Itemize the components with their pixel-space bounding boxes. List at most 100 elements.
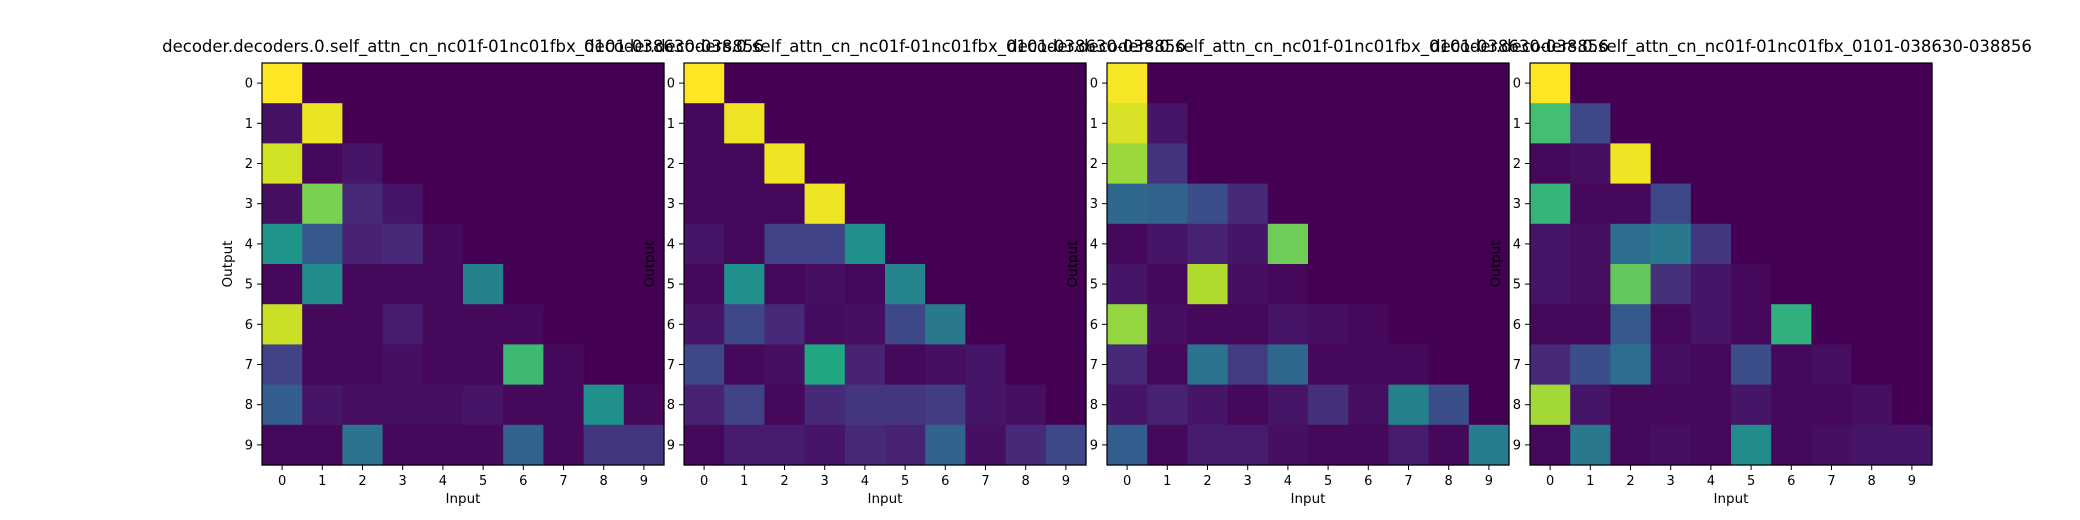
heatmap-cell [965,264,1007,305]
heatmap-cell [623,384,665,426]
heatmap-cell [463,304,504,345]
heatmap-cell [422,63,464,104]
heatmap-cell [1468,344,1510,386]
y-tick-label: 6 [1090,318,1098,333]
heatmap-cell [764,63,806,104]
y-ticks: 0 1 2 3 4 5 6 7 8 9 [1513,77,1530,453]
heatmap-cell [1388,304,1430,345]
y-tick-label: 1 [245,117,253,132]
heatmap-cell [1187,304,1229,345]
heatmap-cell [1771,384,1812,426]
plot-frame [1529,62,1933,466]
heatmap-cell [1428,264,1470,305]
heatmap-cell [1045,183,1087,225]
heatmap-cell [382,143,424,185]
heatmap-cell [1045,424,1087,466]
y-tick-label: 5 [1513,278,1521,293]
heatmap-cell [1468,103,1510,144]
heatmap-cell [1690,63,1732,104]
heatmap-cell [1348,264,1389,305]
x-tick-label: 7 [1827,474,1835,489]
heatmap-cell [1771,264,1812,305]
heatmap-cell [623,143,665,185]
x-tick-label: 0 [1546,474,1554,489]
y-tick-label: 3 [245,197,253,212]
x-axis-label: Input [868,491,903,507]
heatmap-cell [503,223,544,265]
heatmap-cell [1428,344,1470,386]
heatmap-cell [1348,384,1389,426]
heatmap-cell [1570,424,1611,466]
heatmap-cell [764,223,806,265]
heatmap-cell [342,223,384,265]
heatmap-cell [885,304,926,345]
heatmap-cell [1610,223,1652,265]
heatmap-cell [302,223,343,265]
heatmap-cell [764,183,806,225]
x-tick-label: 0 [1123,474,1131,489]
heatmap-cell [1731,344,1772,386]
heatmap-cell [1147,264,1188,305]
heatmap-cell [583,183,625,225]
heatmap-cell [1187,143,1229,185]
heatmap-cell [1650,63,1692,104]
heatmap-cell [1267,63,1309,104]
heatmap-cell [623,264,665,305]
heatmap-cell [463,223,504,265]
heatmap-cell [684,63,725,104]
heatmap-cell [1610,63,1652,104]
y-tick-label: 3 [1513,197,1521,212]
heatmap-cell [1005,384,1047,426]
heatmap-cell [1147,143,1188,185]
heatmap-cell [503,183,544,225]
heatmap-cell [965,223,1007,265]
heatmap-cell [764,103,806,144]
heatmap-cell [1851,103,1893,144]
heatmap-cell [1348,183,1389,225]
heatmap-cell [382,344,424,386]
heatmap-cell [1187,223,1229,265]
heatmap-cell [1267,344,1309,386]
y-tick-label: 7 [1513,358,1521,373]
heatmap-cell [1147,424,1188,466]
heatmap-cell [342,183,384,225]
y-tick-label: 2 [245,157,253,172]
heatmap-cell [1468,63,1510,104]
heatmap-cell [1107,223,1148,265]
heatmap-cell [1468,223,1510,265]
heatmap-cell [1851,183,1893,225]
heatmap-cell [1851,223,1893,265]
y-tick-label: 0 [1513,77,1521,92]
heatmap-cell [1771,103,1812,144]
heatmap-cell [1308,264,1349,305]
heatmap-cell [422,424,464,466]
heatmap-cell [1388,384,1430,426]
heatmap-cell [1227,344,1269,386]
heatmap-cell [1891,223,1933,265]
heatmap-cell [684,264,725,305]
heatmap-cell [1891,183,1933,225]
heatmap-cell [1530,344,1571,386]
heatmap-cell [302,344,343,386]
y-ticks: 0 1 2 3 4 5 6 7 8 9 [667,77,684,453]
heatmap-cell [262,264,303,305]
heatmap-cell [1811,304,1853,345]
x-tick-label: 8 [600,474,608,489]
heatmap-cell [1610,103,1652,144]
heatmap-cell [1771,223,1812,265]
heatmap-cell [1348,424,1389,466]
heatmap-cell [724,384,765,426]
heatmap-cell [1690,103,1732,144]
heatmap-cell [1851,63,1893,104]
x-tick-label: 0 [700,474,708,489]
heatmap-cell [503,103,544,144]
heatmap-cell [1811,384,1853,426]
heatmap-cell [1147,344,1188,386]
heatmap-cell [1147,223,1188,265]
heatmap-cell [583,264,625,305]
y-tick-label: 0 [1090,77,1098,92]
heatmap-cell [463,143,504,185]
heatmap-cell [262,183,303,225]
heatmap-cell [543,424,585,466]
heatmap-cell [1308,384,1349,426]
